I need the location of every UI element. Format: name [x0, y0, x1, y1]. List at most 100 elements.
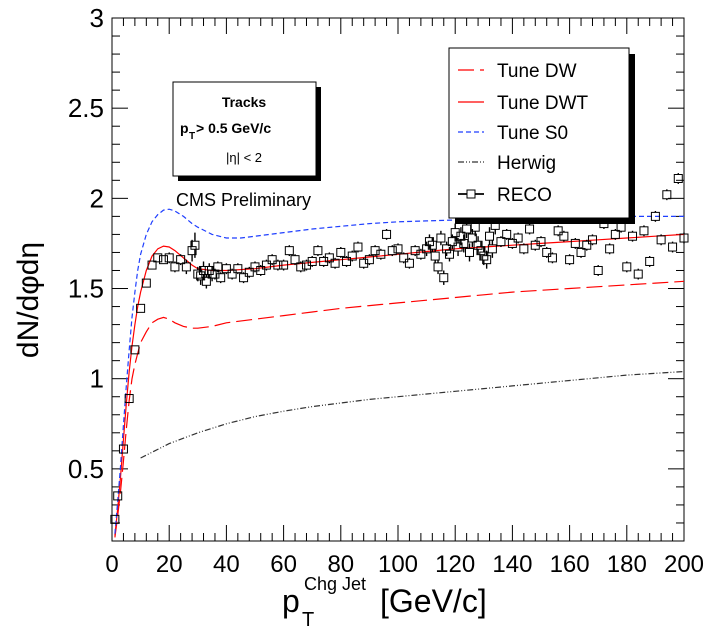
reco-point: [324, 253, 334, 263]
reco-point: [459, 238, 469, 248]
reco-point: [542, 247, 552, 257]
info-box-line-2-main: p: [180, 120, 189, 136]
reco-point: [525, 224, 535, 234]
reco-point: [404, 258, 414, 268]
reco-point: [296, 262, 306, 272]
info-box: Tracks p T > 0.5 GeV/c |η| < 2: [172, 81, 321, 181]
reco-point: [496, 237, 506, 247]
reco-point: [436, 233, 446, 243]
reco-point: [113, 491, 123, 501]
reco-point: [570, 238, 580, 248]
reco-point: [456, 231, 466, 241]
reco-point: [176, 255, 186, 265]
x-axis-title-main: p: [282, 583, 300, 619]
reco-point: [668, 242, 678, 252]
x-axis-title-unit: [GeV/c]: [380, 583, 487, 619]
reco-point: [382, 229, 392, 239]
reco-point: [130, 345, 140, 355]
reco-point: [290, 255, 300, 265]
reco-point: [656, 235, 666, 245]
reco-point: [513, 233, 523, 243]
reco-point: [284, 246, 294, 256]
reco-point: [553, 226, 563, 236]
reco-point: [136, 303, 146, 313]
info-box-line-3: |η| < 2: [226, 150, 262, 165]
reco-point: [565, 255, 575, 265]
reco-point: [181, 262, 191, 272]
reco-point: [187, 246, 197, 256]
info-box-panel: [172, 81, 317, 177]
reco-point: [364, 255, 374, 265]
reco-point: [164, 253, 174, 263]
reco-point: [216, 273, 226, 283]
reco-point: [387, 246, 397, 256]
reco-point: [399, 253, 409, 263]
reco-point: [313, 246, 323, 256]
x-axis-title-sub: T: [302, 609, 314, 631]
reco-point: [353, 242, 363, 252]
reco-point: [433, 262, 443, 272]
y-axis-title: dN/dφdη: [12, 242, 45, 358]
info-box-line-1: Tracks: [222, 94, 267, 110]
reco-point: [639, 226, 649, 236]
reco-point: [587, 235, 597, 245]
reco-point: [256, 265, 266, 275]
reco-point: [662, 190, 672, 200]
reco-point: [141, 278, 151, 288]
reco-point: [473, 240, 483, 250]
y-tick-label: 2: [90, 183, 104, 213]
series-line-herwig: [140, 370, 685, 459]
reco-point: [221, 264, 231, 274]
reco-point: [233, 264, 243, 274]
reco-point: [467, 233, 477, 243]
reco-point: [559, 231, 569, 241]
reco-point: [519, 244, 529, 254]
reco-markers: [110, 173, 689, 524]
reco-point: [536, 237, 546, 247]
reco-point: [153, 253, 163, 263]
reco-point: [679, 233, 689, 243]
reco-point: [170, 262, 180, 272]
y-tick-label: 2.5: [68, 93, 104, 123]
x-tick-label: 120: [435, 551, 475, 578]
reco-point: [393, 244, 403, 254]
cms-preliminary-label: CMS Preliminary: [176, 190, 311, 210]
x-axis-title-sup: Chg Jet: [304, 574, 366, 594]
reco-point: [465, 247, 474, 257]
reco-point: [485, 231, 495, 241]
legend-label: RECO: [497, 185, 552, 206]
y-tick-label: 0.5: [68, 454, 104, 484]
legend-label: Tune DWT: [497, 93, 589, 114]
legend-label: Herwig: [497, 153, 556, 174]
reco-point: [427, 240, 437, 250]
x-tick-label: 140: [492, 551, 532, 578]
reco-point: [376, 249, 386, 259]
reco-point: [650, 211, 660, 221]
x-tick-label: 20: [156, 551, 183, 578]
reco-point: [330, 258, 340, 268]
reco-point: [482, 255, 492, 265]
reco-point: [462, 224, 472, 234]
reco-point: [227, 269, 237, 279]
legend-panel: [448, 47, 630, 219]
axis-ticks: 0 20 40 60 80 100 120 140 160 180 200 0.5 1 1.5 2 2.5 3: [68, 3, 704, 578]
x-tick-label: 40: [213, 551, 240, 578]
reco-point: [507, 238, 517, 248]
reco-point: [576, 247, 586, 257]
reco-point: [582, 240, 592, 250]
reco-point: [118, 444, 128, 454]
reco-point: [439, 273, 449, 283]
reco-point: [199, 265, 209, 275]
x-tick-label: 180: [607, 551, 647, 578]
reco-point: [244, 267, 254, 277]
x-tick-label: 160: [550, 551, 590, 578]
reco-point: [347, 251, 357, 261]
reco-point: [416, 249, 426, 259]
reco-point: [610, 229, 620, 239]
y-tick-label: 3: [90, 3, 104, 33]
reco-point: [124, 394, 134, 404]
reco-point: [487, 244, 497, 254]
reco-point: [239, 273, 249, 283]
reco-point: [267, 255, 277, 265]
